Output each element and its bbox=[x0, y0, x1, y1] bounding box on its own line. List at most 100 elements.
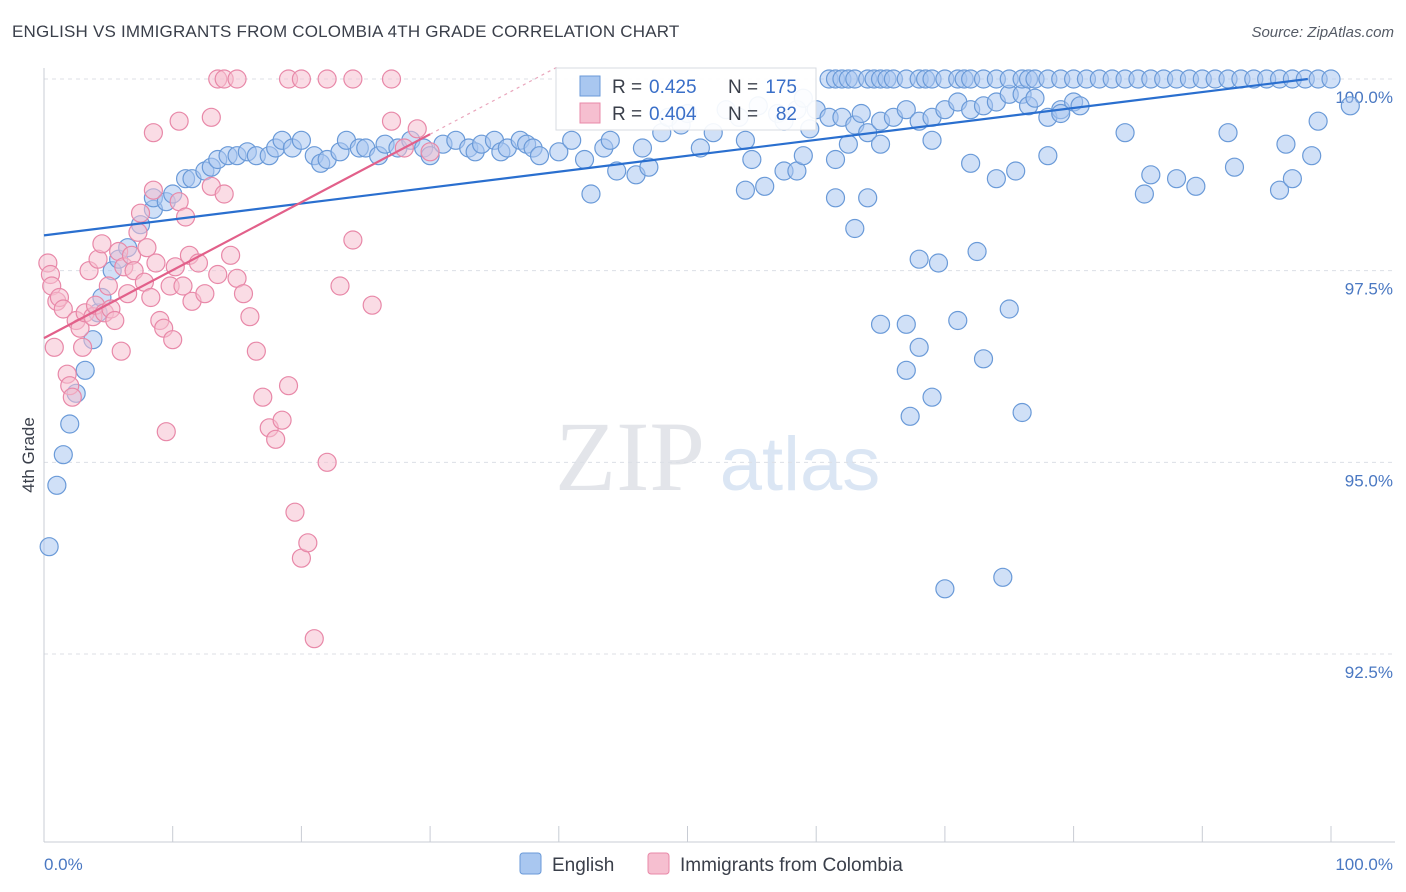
english-point bbox=[1321, 69, 1341, 89]
colombia-point bbox=[53, 299, 73, 319]
colombia-trend-line bbox=[43, 133, 431, 340]
legend-swatch-colombia bbox=[579, 102, 601, 124]
colombia-point bbox=[143, 180, 163, 200]
english-point bbox=[1115, 123, 1135, 143]
english-point bbox=[999, 299, 1019, 319]
english-point bbox=[909, 337, 929, 357]
english-point bbox=[825, 188, 846, 208]
english-point bbox=[742, 149, 762, 170]
english-point bbox=[845, 218, 865, 239]
english-point bbox=[1308, 111, 1328, 131]
english-point bbox=[1006, 161, 1026, 181]
colombia-point bbox=[330, 276, 350, 296]
english-point bbox=[291, 130, 311, 150]
english-point bbox=[1224, 157, 1245, 177]
english-point bbox=[1038, 146, 1058, 166]
colombia-point bbox=[62, 387, 82, 407]
english-point bbox=[581, 184, 601, 204]
watermark-atlas: atlas bbox=[720, 422, 881, 507]
english-point bbox=[973, 349, 994, 369]
bottom-legend-label-english: English bbox=[552, 855, 614, 876]
colombia-point bbox=[141, 287, 161, 308]
colombia-point bbox=[362, 295, 382, 315]
axes bbox=[43, 68, 1395, 843]
english-point bbox=[574, 149, 595, 170]
english-point bbox=[928, 253, 949, 273]
y-tick-label: 92.5% bbox=[1345, 663, 1393, 682]
english-point bbox=[1269, 180, 1290, 200]
colombia-point bbox=[233, 284, 254, 304]
colombia-point bbox=[407, 119, 427, 139]
english-point bbox=[53, 445, 73, 465]
colombia-point bbox=[227, 69, 247, 89]
colombia-point bbox=[381, 69, 402, 89]
english-point bbox=[896, 100, 916, 120]
colombia-point bbox=[137, 238, 157, 258]
english-point bbox=[948, 310, 968, 331]
colombia-point bbox=[163, 330, 183, 350]
english-point bbox=[896, 360, 916, 380]
colombia-point bbox=[221, 245, 241, 265]
english-point bbox=[793, 146, 813, 166]
english-point bbox=[1186, 176, 1206, 196]
english-point bbox=[529, 146, 550, 166]
english-points bbox=[39, 69, 1360, 599]
english-point bbox=[896, 314, 916, 334]
english-point bbox=[755, 176, 775, 196]
colombia-point bbox=[169, 111, 189, 131]
english-point bbox=[1282, 169, 1302, 189]
colombia-point bbox=[44, 337, 64, 357]
colombia-point bbox=[105, 310, 125, 331]
english-point bbox=[1012, 402, 1032, 423]
x-ticks bbox=[43, 826, 1332, 842]
bottom-legend: English Immigrants from Colombia bbox=[519, 852, 903, 876]
english-point bbox=[961, 153, 981, 173]
colombia-point bbox=[343, 69, 363, 89]
legend-n-value-english: 175 bbox=[765, 77, 797, 98]
english-point bbox=[562, 130, 582, 150]
english-point bbox=[967, 241, 987, 262]
trend-lines bbox=[43, 65, 1308, 340]
english-point bbox=[1166, 169, 1187, 189]
watermark-zip: ZIP bbox=[555, 401, 705, 512]
colombia-point bbox=[130, 203, 151, 223]
colombia-point bbox=[73, 337, 93, 357]
english-point bbox=[870, 134, 891, 154]
english-point bbox=[632, 138, 653, 158]
chart-title: ENGLISH VS IMMIGRANTS FROM COLOMBIA 4TH … bbox=[12, 22, 680, 41]
colombia-point bbox=[92, 234, 112, 254]
english-point bbox=[1302, 146, 1322, 166]
colombia-point bbox=[266, 429, 286, 449]
legend-n-label-english: N = bbox=[728, 77, 758, 98]
colombia-point bbox=[298, 533, 318, 553]
colombia-point bbox=[278, 376, 299, 396]
legend-r-value-english: 0.425 bbox=[649, 77, 697, 98]
grid-lines bbox=[44, 78, 1395, 655]
stats-legend: R = 0.425 N = 175 R = 0.404 N = 82 bbox=[555, 67, 817, 131]
colombia-point bbox=[285, 502, 305, 522]
colombia-point bbox=[381, 111, 402, 131]
colombia-point bbox=[214, 184, 234, 204]
english-point bbox=[986, 169, 1006, 189]
english-point bbox=[1025, 88, 1045, 108]
english-point bbox=[935, 579, 955, 599]
english-point bbox=[60, 414, 80, 434]
bottom-legend-swatch-colombia bbox=[647, 852, 670, 875]
english-point bbox=[851, 103, 871, 124]
english-point bbox=[47, 475, 67, 495]
english-point bbox=[870, 314, 891, 334]
english-point bbox=[1276, 134, 1296, 154]
colombia-point bbox=[195, 284, 215, 304]
bottom-legend-swatch-english bbox=[519, 852, 542, 875]
english-point bbox=[1141, 165, 1161, 185]
watermark: ZIP atlas bbox=[555, 401, 880, 512]
legend-r-label-english: R = bbox=[612, 77, 642, 98]
english-point bbox=[607, 161, 627, 181]
colombia-point bbox=[291, 69, 311, 89]
english-point bbox=[900, 406, 920, 426]
english-point bbox=[75, 360, 95, 380]
english-point bbox=[922, 130, 942, 150]
colombia-point bbox=[420, 142, 440, 162]
colombia-point bbox=[201, 107, 221, 127]
y-tick-label: 97.5% bbox=[1345, 280, 1393, 299]
